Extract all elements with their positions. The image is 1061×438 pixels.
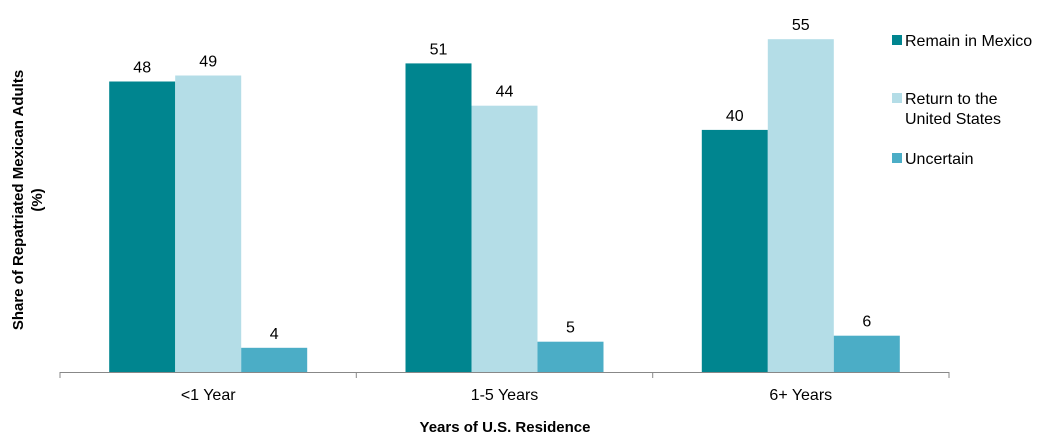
legend-label-2-0: Uncertain xyxy=(905,151,973,168)
bars-layer xyxy=(109,39,900,373)
bar-1-2 xyxy=(537,341,604,372)
legend: Remain in Mexico Return to the United Stat… xyxy=(892,33,1032,168)
legend-swatch-0 xyxy=(892,35,902,45)
bar-1-0 xyxy=(405,63,472,373)
y-axis-title-line-2: (%) xyxy=(29,188,46,211)
bar-0-0 xyxy=(109,81,176,372)
legend-label-1-1: United States xyxy=(905,111,1001,128)
data-label-2-2: 6 xyxy=(862,314,871,331)
x-tick-label-2: 6+ Years xyxy=(769,387,832,404)
bar-2-1 xyxy=(767,39,834,372)
legend-swatch-1 xyxy=(892,93,902,103)
y-axis-title: Share of Repatriated Mexican Adults (%) xyxy=(10,70,46,330)
data-label-0-1: 49 xyxy=(199,54,217,71)
data-label-1-1: 44 xyxy=(496,84,514,101)
bar-2-2 xyxy=(833,335,900,372)
data-label-2-1: 55 xyxy=(792,17,810,34)
data-label-1-2: 5 xyxy=(566,320,575,337)
x-tick-label-0: <1 Year xyxy=(181,387,236,404)
bar-1-1 xyxy=(471,105,538,372)
legend-label-1-0: Return to the xyxy=(905,91,998,108)
bar-0-1 xyxy=(175,75,242,372)
data-label-0-2: 4 xyxy=(270,326,279,343)
x-tick-label-1: 1-5 Years xyxy=(471,387,539,404)
data-label-2-0: 40 xyxy=(726,108,744,125)
bar-0-2 xyxy=(241,347,308,372)
data-label-0-0: 48 xyxy=(133,60,151,77)
x-axis-tick-labels: <1 Year 1-5 Years 6+ Years xyxy=(181,387,832,404)
x-axis-ticks xyxy=(59,372,950,378)
bar-2-0 xyxy=(701,129,768,372)
legend-label-0-0: Remain in Mexico xyxy=(905,33,1032,50)
data-label-1-0: 51 xyxy=(430,41,448,58)
legend-swatch-2 xyxy=(892,153,902,163)
data-labels-layer: 48 49 4 51 44 5 40 55 6 xyxy=(133,17,871,343)
y-axis-title-line-1: Share of Repatriated Mexican Adults xyxy=(10,70,27,330)
x-axis-title: Years of U.S. Residence xyxy=(420,419,591,436)
